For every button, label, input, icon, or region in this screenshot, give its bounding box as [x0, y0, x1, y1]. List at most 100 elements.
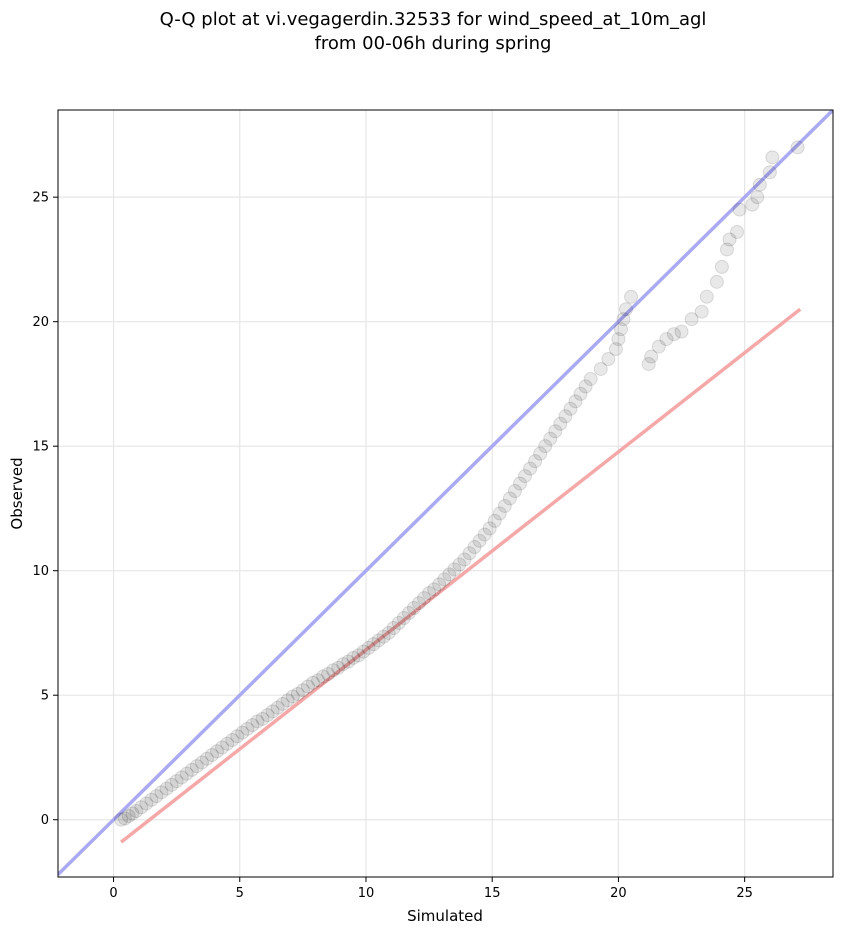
data-point	[331, 660, 346, 675]
data-point	[518, 469, 533, 484]
chart-title-line-1: Q-Q plot at vi.vegagerdin.32533 for wind…	[160, 9, 707, 30]
data-point	[762, 165, 777, 180]
y-axis-ticks: 0 5 10 15 20 25	[32, 191, 58, 828]
data-point	[210, 744, 225, 759]
data-point	[492, 506, 507, 521]
data-point	[174, 770, 189, 785]
data-point	[336, 657, 351, 672]
data-point	[699, 289, 714, 304]
data-point	[497, 498, 512, 513]
data-point	[117, 811, 132, 826]
data-point	[611, 332, 626, 347]
data-point	[765, 150, 780, 165]
data-point	[179, 766, 194, 781]
data-point	[245, 718, 260, 733]
data-point	[351, 648, 366, 663]
data-point	[750, 190, 765, 205]
x-tick-label: 25	[736, 886, 753, 901]
data-point	[366, 637, 381, 652]
data-point	[321, 667, 336, 682]
x-tick-label: 10	[358, 886, 375, 901]
x-tick-label: 20	[610, 886, 627, 901]
data-point	[618, 302, 633, 317]
data-point	[341, 654, 356, 669]
data-point	[194, 755, 209, 770]
data-point	[275, 696, 290, 711]
data-point	[482, 521, 497, 536]
data-point	[220, 736, 235, 751]
data-point	[230, 729, 245, 744]
data-point	[361, 640, 376, 655]
data-point	[593, 361, 608, 376]
x-tick-label: 15	[484, 886, 501, 901]
grid-lines	[58, 110, 833, 877]
data-point	[125, 806, 140, 821]
data-point	[401, 606, 416, 621]
data-point	[381, 625, 396, 640]
data-point	[651, 339, 666, 354]
data-point	[270, 700, 285, 715]
data-point	[641, 357, 656, 372]
data-point	[533, 446, 548, 461]
data-point	[376, 629, 391, 644]
data-point	[280, 693, 295, 708]
data-point	[114, 812, 129, 827]
data-point	[553, 416, 568, 431]
data-point	[411, 596, 426, 611]
data-point	[290, 686, 305, 701]
data-point	[144, 792, 159, 807]
data-point	[204, 747, 219, 762]
data-point	[149, 789, 164, 804]
data-point	[250, 714, 265, 729]
y-tick-label: 25	[32, 191, 49, 206]
data-point	[568, 394, 583, 409]
data-point	[613, 322, 628, 337]
data-point	[528, 454, 543, 469]
data-point	[502, 491, 517, 506]
data-point	[285, 689, 300, 704]
data-point	[462, 546, 477, 561]
data-point	[215, 740, 230, 755]
data-point	[694, 304, 709, 319]
data-point	[391, 615, 406, 630]
data-point	[326, 663, 341, 678]
x-tick-label: 5	[236, 886, 244, 901]
data-points	[114, 140, 805, 827]
data-point	[624, 289, 639, 304]
data-point	[730, 225, 745, 240]
data-point	[422, 586, 437, 601]
data-point	[507, 484, 522, 499]
data-point	[616, 312, 631, 327]
data-point	[732, 202, 747, 217]
data-point	[240, 721, 255, 736]
data-point	[714, 259, 729, 274]
data-point	[396, 611, 411, 626]
data-point	[578, 379, 593, 394]
y-axis-label: Observed	[8, 457, 26, 529]
data-point	[467, 540, 482, 555]
fit-line	[120, 307, 802, 844]
data-point	[659, 332, 674, 347]
data-point	[386, 620, 401, 635]
data-point	[583, 371, 598, 386]
data-point	[295, 683, 310, 698]
plot-frame	[57, 109, 834, 878]
data-point	[543, 431, 558, 446]
data-point	[745, 197, 760, 212]
data-point	[356, 644, 371, 659]
data-point	[134, 800, 149, 815]
data-point	[477, 527, 492, 542]
y-tick-label: 15	[32, 440, 49, 455]
data-point	[311, 673, 326, 688]
data-point	[406, 601, 421, 616]
data-point	[538, 439, 553, 454]
data-point	[265, 704, 280, 719]
data-point	[346, 650, 361, 665]
data-point	[432, 577, 447, 592]
data-point	[512, 476, 527, 491]
data-point	[139, 796, 154, 811]
data-point	[523, 461, 538, 476]
data-point	[752, 177, 767, 192]
